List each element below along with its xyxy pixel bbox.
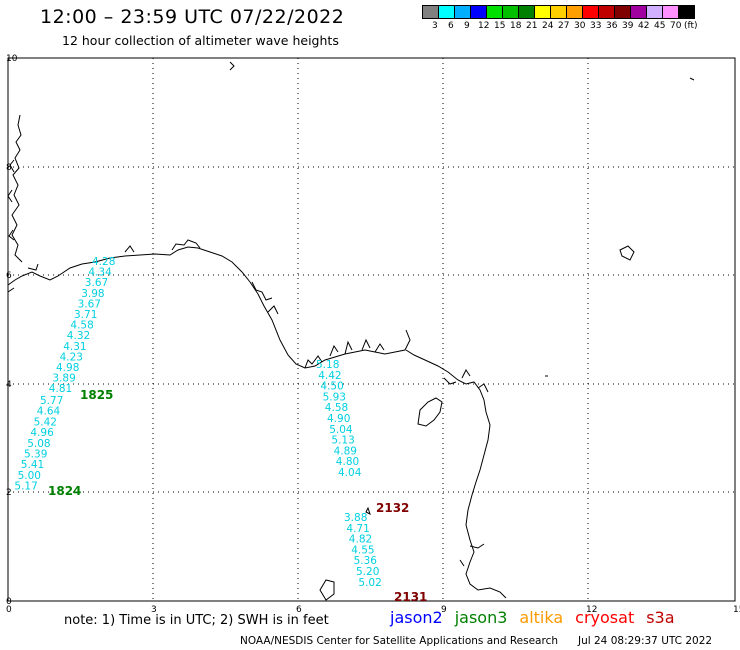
wave-height-value: 5.02 [358,577,381,589]
colorbar-label: 42 [638,21,650,31]
wave-height-colorbar [422,5,695,19]
colorbar-label: 24 [542,21,554,31]
colorbar-label: 33 [590,21,602,31]
wave-height-value: 4.23 [60,351,83,363]
wave-height-value: 4.58 [70,320,93,332]
wave-height-value: 4.28 [92,256,115,268]
wave-height-value: 3.88 [344,512,367,524]
map-title: 12:00 – 23:59 UTC 07/22/2022 [40,6,345,28]
grid-lines [8,58,735,601]
wave-height-value: 4.42 [318,370,341,382]
wave-height-value: 5.36 [354,555,378,567]
colorbar-label: 36 [606,21,618,31]
x-tick-label: 12 [586,605,597,615]
wave-height-value: 4.34 [88,267,112,279]
wave-height-value: 4.90 [327,413,350,425]
wave-height-value: 5.41 [21,459,44,471]
wave-height-value: 5.04 [329,424,353,436]
wave-height-value: 3.67 [78,298,101,310]
pass-time-label: 2131 [394,590,427,604]
colorbar-label: 30 [574,21,586,31]
pass-time-label: 1825 [80,388,113,402]
pass-time-label: 2132 [376,501,409,515]
wave-height-value: 4.96 [30,427,54,439]
colorbar-label: 39 [622,21,634,31]
x-tick-label: 15 [733,605,740,615]
pass-time-label: 1824 [48,484,81,498]
y-tick-label: 0 [6,597,12,607]
wave-height-value: 5.77 [40,395,63,407]
legend-item-jason3: jason3 [454,608,508,627]
colorbar-label: 45 [654,21,666,31]
wave-height-value: 3.98 [81,288,104,300]
wave-height-value: 4.71 [346,523,369,535]
wave-height-value: 5.39 [24,449,47,461]
wave-height-value: 4.81 [49,383,72,395]
colorbar-label: 27 [558,21,570,31]
note-text: note: 1) Time is in UTC; 2) SWH is in fe… [64,613,329,628]
y-tick-label: 4 [6,380,12,390]
wave-height-value: 4.31 [63,341,86,353]
y-tick-label: 2 [6,488,12,498]
altimeter-tracks: 4.284.343.673.983.673.714.584.324.314.23… [14,256,427,604]
wave-height-value: 4.80 [336,456,359,468]
wave-height-value: 3.67 [85,277,108,289]
wave-height-value: 5.08 [27,438,50,450]
wave-height-value: 4.50 [320,381,343,393]
wave-height-value: 4.89 [334,445,357,457]
axis-ticks: 0 3 6 9 12 15 10 8 6 4 2 0 [6,54,740,615]
wave-height-value: 5.20 [356,566,379,578]
colorbar-label: 18 [510,21,522,31]
credit-text: NOAA/NESDIS Center for Satellite Applica… [240,635,558,647]
wave-height-value: 4.58 [325,402,348,414]
colorbar-label: 70 [670,21,682,31]
wave-height-value: 5.17 [14,481,37,493]
coastline [7,61,695,601]
wave-height-value: 5.93 [323,391,346,403]
colorbar-label: (ft) [684,21,698,31]
generated-timestamp: Jul 24 08:29:37 UTC 2022 [578,635,713,647]
wave-height-value: 5.00 [18,470,41,482]
colorbar-label: 15 [494,21,506,31]
colorbar-label: 12 [478,21,490,31]
wave-height-value: 4.55 [351,544,374,556]
colorbar-swatch [678,5,695,19]
colorbar-label: 9 [464,21,470,31]
wave-height-value: 3.89 [52,373,75,385]
x-tick-label: 3 [151,605,157,615]
y-tick-label: 10 [6,54,18,64]
plot-frame [7,57,736,602]
wave-height-value: 4.64 [37,406,61,418]
legend-item-altika: altika [519,608,564,627]
satellite-legend: jason2 jason3 altika cryosat s3a [390,608,687,627]
legend-item-s3a: s3a [646,608,675,627]
legend-item-cryosat: cryosat [575,608,635,627]
wave-height-value: 5.13 [331,435,354,447]
x-tick-label: 0 [6,605,12,615]
x-tick-label: 9 [441,605,447,615]
wave-height-value: 4.98 [56,362,79,374]
y-tick-label: 6 [6,271,12,281]
map-subtitle: 12 hour collection of altimeter wave hei… [62,33,339,48]
colorbar-label: 3 [432,21,438,31]
wave-height-value: 4.32 [67,330,90,342]
x-tick-label: 6 [296,605,302,615]
wave-height-value: 5.42 [34,416,57,428]
legend-item-jason2: jason2 [390,608,443,627]
y-tick-label: 8 [6,163,12,173]
wave-height-value: 4.82 [349,534,372,546]
wave-height-value: 3.71 [74,309,97,321]
colorbar-label: 21 [526,21,538,31]
wave-height-value: 4.04 [338,467,362,479]
colorbar-label: 6 [448,21,454,31]
wave-height-value: 5.18 [316,359,339,371]
